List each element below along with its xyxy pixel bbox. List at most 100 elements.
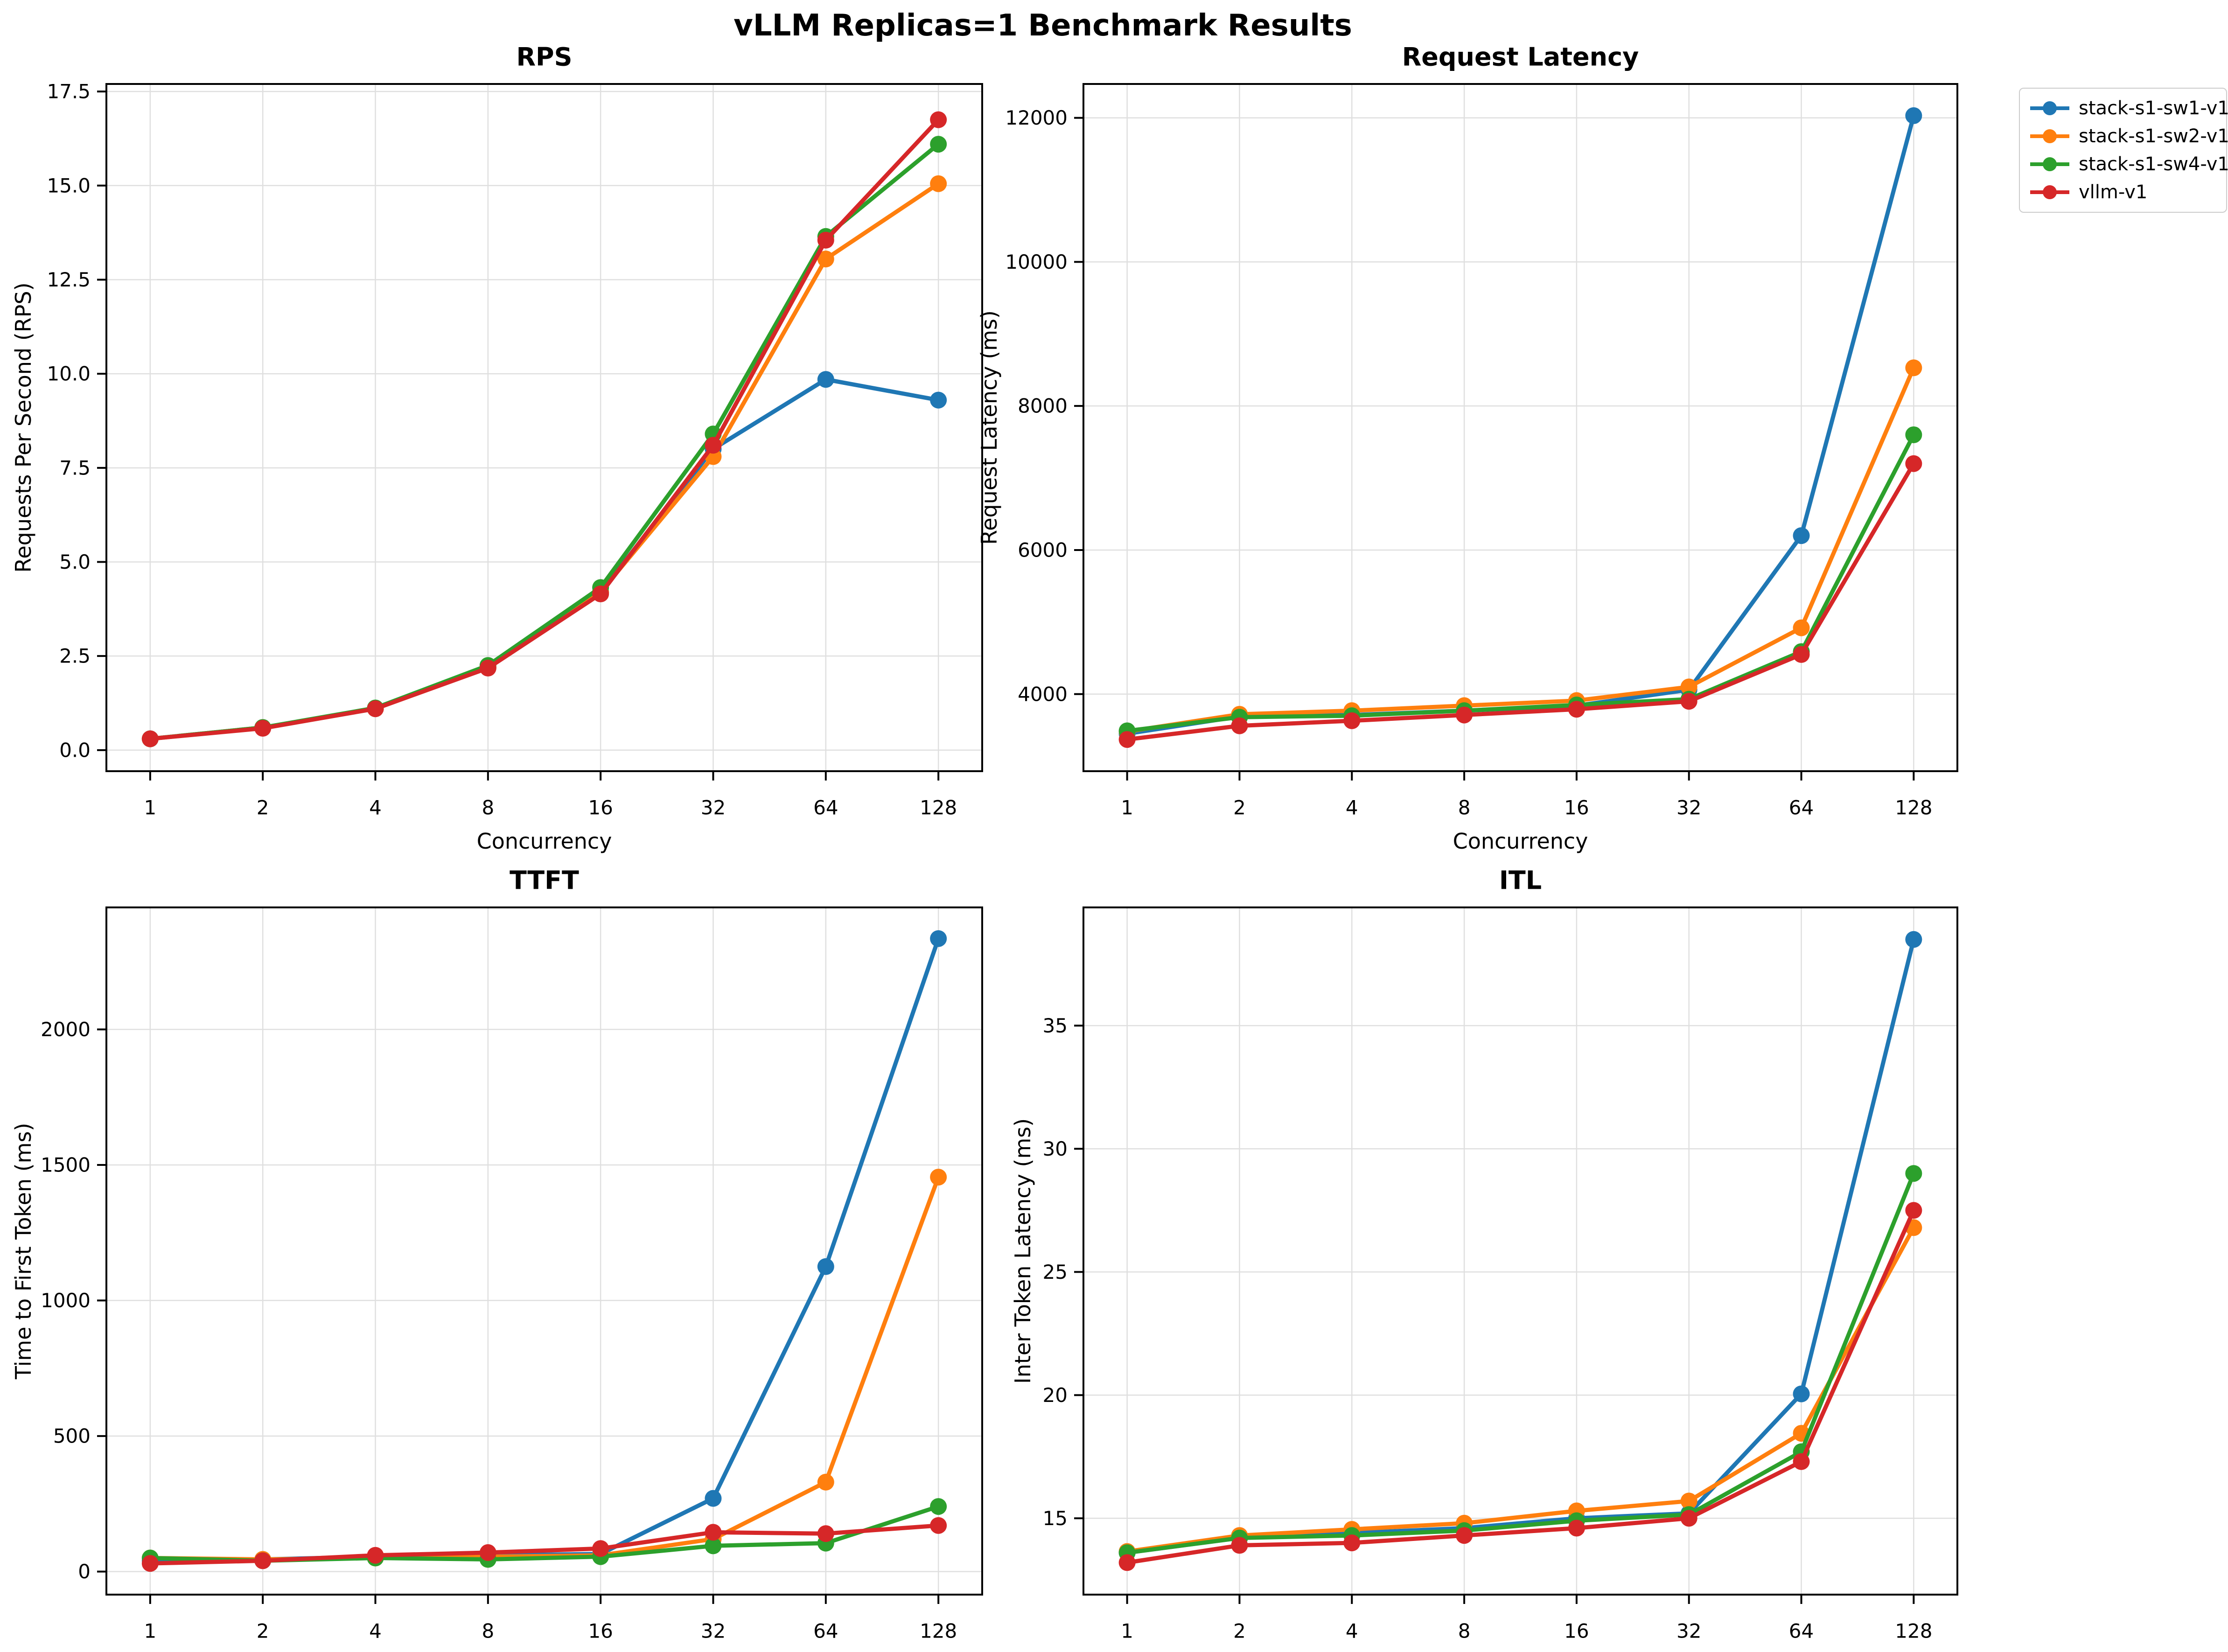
y-tick-label: 7.5: [59, 456, 91, 479]
data-point: [479, 1544, 496, 1561]
y-tick-label: 2.5: [59, 645, 91, 668]
data-point: [930, 1498, 947, 1515]
data-point: [367, 700, 384, 718]
y-tick-label: 10000: [1005, 251, 1068, 273]
data-point: [592, 1540, 609, 1557]
data-point: [1568, 1520, 1585, 1537]
data-point: [1793, 1453, 1810, 1470]
x-tick-label: 4: [1346, 796, 1358, 819]
legend-item-label: stack-s1-sw4-v1: [2079, 153, 2228, 175]
y-tick-label: 5.0: [59, 551, 91, 573]
data-point: [367, 1547, 384, 1564]
data-point: [1231, 1537, 1248, 1554]
chart-title: ITL: [1499, 866, 1542, 895]
data-point: [1568, 701, 1585, 718]
data-point: [1343, 1534, 1361, 1552]
data-point: [930, 1169, 947, 1186]
data-point: [1793, 619, 1810, 636]
x-tick-label: 16: [588, 1620, 613, 1643]
data-point: [479, 659, 496, 676]
data-point: [1905, 455, 1922, 472]
data-point: [1793, 527, 1810, 544]
y-tick-label: 20: [1043, 1384, 1068, 1407]
y-tick-label: 4000: [1018, 683, 1068, 705]
x-axis-label: Concurrency: [1453, 829, 1588, 854]
legend-item-label: stack-s1-sw1-v1: [2079, 98, 2228, 119]
data-point: [1118, 731, 1136, 748]
x-tick-label: 2: [257, 1620, 269, 1643]
data-point: [930, 930, 947, 947]
data-point: [1456, 706, 1473, 724]
x-tick-label: 2: [1233, 796, 1246, 819]
x-tick-label: 1: [1121, 796, 1133, 819]
data-point: [1680, 693, 1697, 710]
y-tick-label: 1000: [41, 1289, 91, 1312]
x-tick-label: 1: [144, 1620, 156, 1643]
x-tick-label: 2: [257, 796, 269, 819]
y-tick-label: 1500: [41, 1154, 91, 1177]
data-point: [1905, 1202, 1922, 1219]
data-point: [930, 136, 947, 153]
series-vllm-v1: [1118, 1202, 1922, 1571]
x-tick-label: 128: [1895, 1620, 1932, 1643]
legend-item: stack-s1-sw4-v1: [2028, 152, 2228, 176]
x-tick-label: 128: [1895, 796, 1932, 819]
data-point: [930, 175, 947, 192]
x-tick-label: 32: [1676, 796, 1701, 819]
data-point: [817, 1525, 834, 1542]
data-point: [705, 1490, 722, 1507]
data-point: [1680, 1492, 1697, 1510]
legend-item-label: stack-s1-sw2-v1: [2079, 125, 2228, 147]
data-point: [141, 1555, 159, 1572]
x-tick-label: 16: [588, 796, 613, 819]
series-vllm-v1: [141, 111, 947, 747]
y-tick-label: 0: [78, 1560, 91, 1583]
x-tick-label: 2: [1233, 1620, 1246, 1643]
legend: stack-s1-sw1-v1 stack-s1-sw2-v1 stack-s1…: [2019, 88, 2228, 213]
x-tick-label: 8: [1458, 1620, 1471, 1643]
y-tick-label: 17.5: [47, 80, 91, 103]
data-point: [930, 391, 947, 409]
data-point: [705, 1537, 722, 1554]
x-tick-label: 8: [482, 796, 494, 819]
x-tick-label: 128: [920, 1620, 957, 1643]
data-point: [817, 251, 834, 268]
y-tick-label: 0.0: [59, 739, 91, 761]
chart-title: TTFT: [510, 866, 579, 895]
data-point: [1231, 717, 1248, 734]
y-tick-label: 35: [1043, 1014, 1068, 1037]
data-point: [1905, 931, 1922, 948]
data-point: [1456, 1527, 1473, 1544]
x-tick-label: 4: [369, 1620, 382, 1643]
data-point: [1118, 1554, 1136, 1571]
data-point: [705, 1524, 722, 1541]
x-tick-label: 32: [701, 1620, 726, 1643]
series-line-marker-icon: [2030, 129, 2069, 143]
data-point: [1905, 426, 1922, 443]
data-point: [817, 371, 834, 388]
data-point: [1680, 1510, 1697, 1527]
chart-title: RPS: [516, 42, 572, 72]
x-tick-label: 64: [813, 1620, 838, 1643]
itl-chart: 15202530351248163264128ITLConcurrencyInt…: [1010, 866, 1958, 1643]
series-line-marker-icon: [2030, 157, 2069, 171]
x-axis-label: Concurrency: [477, 829, 612, 854]
legend-item: stack-s1-sw1-v1: [2028, 96, 2228, 120]
data-point: [817, 1473, 834, 1491]
y-tick-label: 15.0: [47, 174, 91, 197]
x-tick-label: 8: [482, 1620, 494, 1643]
data-point: [1343, 712, 1361, 729]
series-line-marker-icon: [2030, 185, 2069, 199]
y-tick-label: 10.0: [47, 362, 91, 385]
data-point: [930, 1517, 947, 1534]
x-tick-label: 1: [144, 796, 156, 819]
data-point: [930, 111, 947, 128]
data-point: [592, 586, 609, 603]
x-tick-label: 4: [1346, 1620, 1358, 1643]
legend-item: stack-s1-sw2-v1: [2028, 124, 2228, 148]
series-line-marker-icon: [2030, 101, 2069, 115]
ttft-chart: 05001000150020001248163264128TTFTConcurr…: [11, 866, 983, 1643]
data-point: [1905, 1165, 1922, 1182]
